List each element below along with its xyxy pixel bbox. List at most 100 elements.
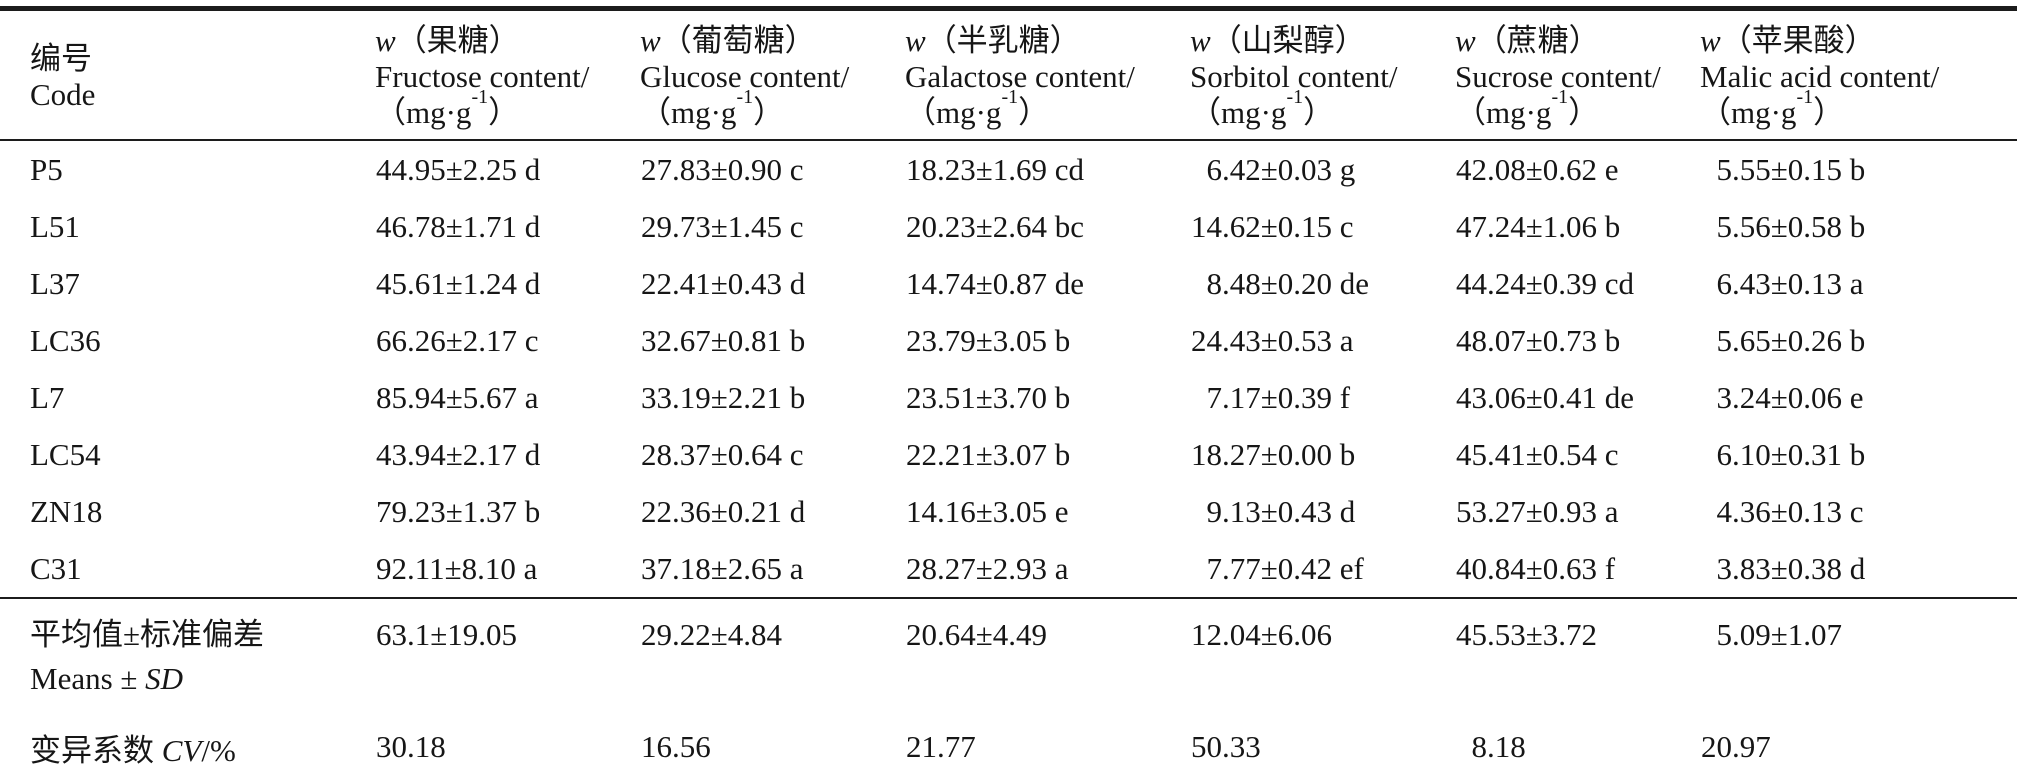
table-cell: 43.06±0.41 de: [1456, 379, 1635, 415]
column-header-2: w（葡萄糖） Glucose content/（mg·g-1）: [640, 8, 905, 141]
table-cell: 18.27±0.00 b: [1191, 436, 1356, 472]
row-code: L7: [30, 379, 65, 415]
table-cell: 32.67±0.81 b: [641, 322, 806, 358]
column-title-en: Malic acid content/: [1700, 59, 1940, 94]
table-cell: 29.22±4.84: [640, 597, 905, 707]
row-code: C31: [30, 550, 82, 586]
table-cell: 45.53±3.72: [1455, 597, 1700, 707]
row-code: ZN18: [30, 493, 103, 529]
table-cell: 14.16±3.05 e: [906, 493, 1069, 529]
table-cell: 42.08±0.62 e: [1456, 151, 1619, 187]
column-title-en: Fructose content/: [375, 59, 590, 94]
table-cell: 6.10±0.31 b: [1701, 436, 1866, 472]
table-cell: 5.55±0.15 b: [1701, 151, 1866, 187]
column-title-zh: w（苹果酸）: [1700, 23, 1876, 58]
column-unit: （mg·g-1）: [1455, 85, 1600, 130]
means-label-zh: 平均值±标准偏差: [30, 617, 265, 652]
table-row-L37: L37 45.61±1.24 d 22.41±0.43 d 14.74±0.87 de…: [0, 255, 2017, 312]
table-cell: 20.64±4.49: [905, 597, 1190, 707]
column-header-5: w（蔗糖） Sucrose content/（mg·g-1）: [1455, 8, 1700, 141]
column-title-zh: w（山梨醇）: [1190, 23, 1366, 58]
table-cell: 40.84±0.63 f: [1456, 550, 1616, 586]
table-cell: 16.56: [641, 729, 711, 764]
table-cell: 47.24±1.06 b: [1456, 208, 1621, 244]
table-cell: 22.41±0.43 d: [641, 265, 806, 301]
table-row-LC36: LC36 66.26±2.17 c 32.67±0.81 b 23.79±3.05 b…: [0, 312, 2017, 369]
table-cell: 37.18±2.65 a: [641, 550, 804, 586]
code-header-zh: 编号: [30, 41, 92, 76]
table-cell: 23.51±3.70 b: [906, 379, 1071, 415]
table-cell: 44.24±0.39 cd: [1456, 265, 1635, 301]
table-cell: 5.56±0.58 b: [1701, 208, 1866, 244]
header-row: 编号 Code w（果糖） Fructose content/（mg·g-1） w（葡萄…: [0, 8, 2017, 141]
column-unit: （mg·g-1）: [640, 85, 785, 130]
column-header-4: w（山梨醇） Sorbitol content/（mg·g-1）: [1190, 8, 1455, 141]
table-cell: 30.18: [376, 729, 446, 764]
table-cell: 92.11±8.10 a: [376, 550, 538, 586]
column-title-en: Sorbitol content/: [1190, 59, 1398, 94]
table-row-C31: C31 92.11±8.10 a 37.18±2.65 a 28.27±2.93 a …: [0, 540, 2017, 598]
table-cell: 6.42±0.03 g: [1191, 151, 1356, 187]
table-cell: 28.37±0.64 c: [641, 436, 804, 472]
column-unit: （mg·g-1）: [905, 85, 1050, 130]
table-cell: 29.73±1.45 c: [641, 208, 804, 244]
means-label-en: Means ± SD: [30, 661, 184, 696]
table-cell: 53.27±0.93 a: [1456, 493, 1619, 529]
table-cell: 8.18: [1456, 729, 1526, 764]
column-title-en: Glucose content/: [640, 59, 850, 94]
column-title-en: Galactose content/: [905, 59, 1135, 94]
column-unit: （mg·g-1）: [1700, 85, 1845, 130]
table-body: P5 44.95±2.25 d 27.83±0.90 c 18.23±1.69 cd …: [0, 140, 2017, 773]
table-cell: 44.95±2.25 d: [376, 151, 541, 187]
sugar-acid-content-table: 编号 Code w（果糖） Fructose content/（mg·g-1） w（葡萄…: [0, 6, 2017, 773]
table-cell: 28.27±2.93 a: [906, 550, 1069, 586]
table-cell: 22.36±0.21 d: [641, 493, 806, 529]
table-cell: 5.09±1.07: [1700, 597, 2017, 707]
table-cell: 24.43±0.53 a: [1191, 322, 1354, 358]
table-cell: 12.04±6.06: [1190, 597, 1455, 707]
table-row-LC54: LC54 43.94±2.17 d 28.37±0.64 c 22.21±3.07 b…: [0, 426, 2017, 483]
table-cell: 79.23±1.37 b: [376, 493, 541, 529]
table-cell: 3.24±0.06 e: [1701, 379, 1864, 415]
column-title-zh: w（蔗糖）: [1455, 23, 1600, 58]
code-column-header: 编号 Code: [0, 8, 375, 141]
column-title-zh: w（葡萄糖）: [640, 23, 816, 58]
table-cell: 7.17±0.39 f: [1191, 379, 1351, 415]
table-row-L7: L7 85.94±5.67 a 33.19±2.21 b 23.51±3.70 b 7…: [0, 369, 2017, 426]
table-cell: 6.43±0.13 a: [1701, 265, 1864, 301]
column-header-1: w（果糖） Fructose content/（mg·g-1）: [375, 8, 640, 141]
table-cell: 5.65±0.26 b: [1701, 322, 1866, 358]
table-cell: 66.26±2.17 c: [376, 322, 539, 358]
table-cell: 45.41±0.54 c: [1456, 436, 1619, 472]
table-row-ZN18: ZN18 79.23±1.37 b 22.36±0.21 d 14.16±3.05 e…: [0, 483, 2017, 540]
table-cell: 8.48±0.20 de: [1191, 265, 1370, 301]
row-code: LC54: [30, 436, 101, 472]
table-cell: 33.19±2.21 b: [641, 379, 806, 415]
table-cell: 3.83±0.38 d: [1701, 550, 1866, 586]
code-header-en: Code: [30, 77, 96, 112]
column-title-zh: w（半乳糖）: [905, 23, 1081, 58]
table-cell: 27.83±0.90 c: [641, 151, 804, 187]
table-cell: 7.77±0.42 ef: [1191, 550, 1364, 586]
table-cell: 14.62±0.15 c: [1191, 208, 1354, 244]
column-header-6: w（苹果酸） Malic acid content/（mg·g-1）: [1700, 8, 2017, 141]
table-cell: 20.97: [1701, 729, 1771, 764]
row-code: L51: [30, 208, 80, 244]
row-code: LC36: [30, 322, 101, 358]
column-unit: （mg·g-1）: [1190, 85, 1335, 130]
table-cell: 9.13±0.43 d: [1191, 493, 1356, 529]
table-cell: 14.74±0.87 de: [906, 265, 1085, 301]
cv-label: 变异系数 CV/%: [30, 732, 236, 768]
table-cell: 4.36±0.13 c: [1701, 493, 1864, 529]
table-cell: 23.79±3.05 b: [906, 322, 1071, 358]
column-title-zh: w（果糖）: [375, 23, 520, 58]
table-cell: 50.33: [1191, 729, 1261, 764]
row-code: L37: [30, 265, 80, 301]
table-cell: 46.78±1.71 d: [376, 208, 541, 244]
table-cell: 20.23±2.64 bc: [906, 208, 1085, 244]
table-cell: 85.94±5.67 a: [376, 379, 539, 415]
table-cell: 21.77: [906, 729, 976, 764]
table-cell: 45.61±1.24 d: [376, 265, 541, 301]
means-sd-label: 平均值±标准偏差 Means ± SD: [0, 597, 375, 707]
